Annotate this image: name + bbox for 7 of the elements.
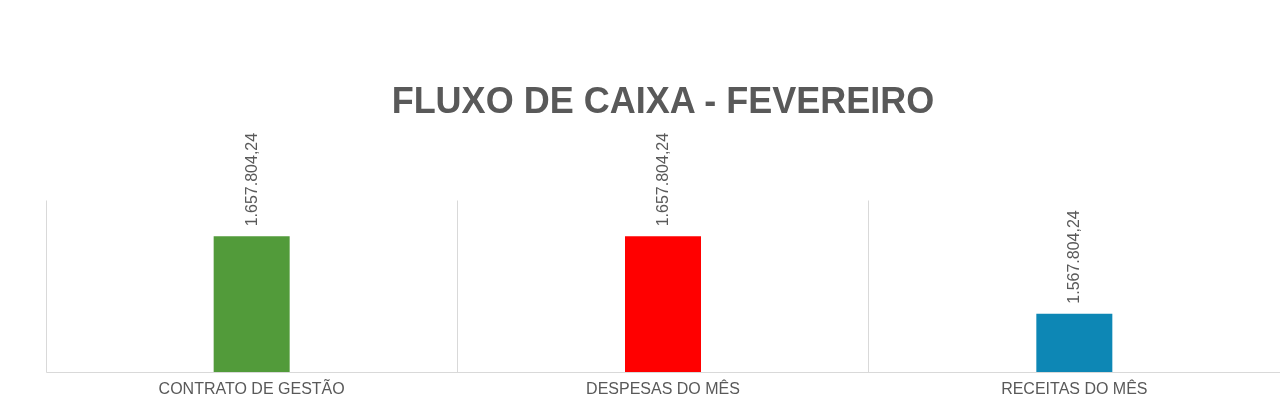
x-tick-label: DESPESAS DO MÊS (586, 378, 740, 397)
data-label: 1.657.804,24 (654, 132, 671, 227)
x-tick-label: RECEITAS DO MÊS (1001, 378, 1148, 397)
data-label: 1.657.804,24 (242, 132, 260, 227)
chart-title: FLUXO DE CAIXA - FEVEREIRO (391, 79, 935, 121)
data-label: 1.567.804,24 (1065, 210, 1083, 304)
x-tick-label: CONTRATO DE GESTÃO (158, 377, 345, 397)
